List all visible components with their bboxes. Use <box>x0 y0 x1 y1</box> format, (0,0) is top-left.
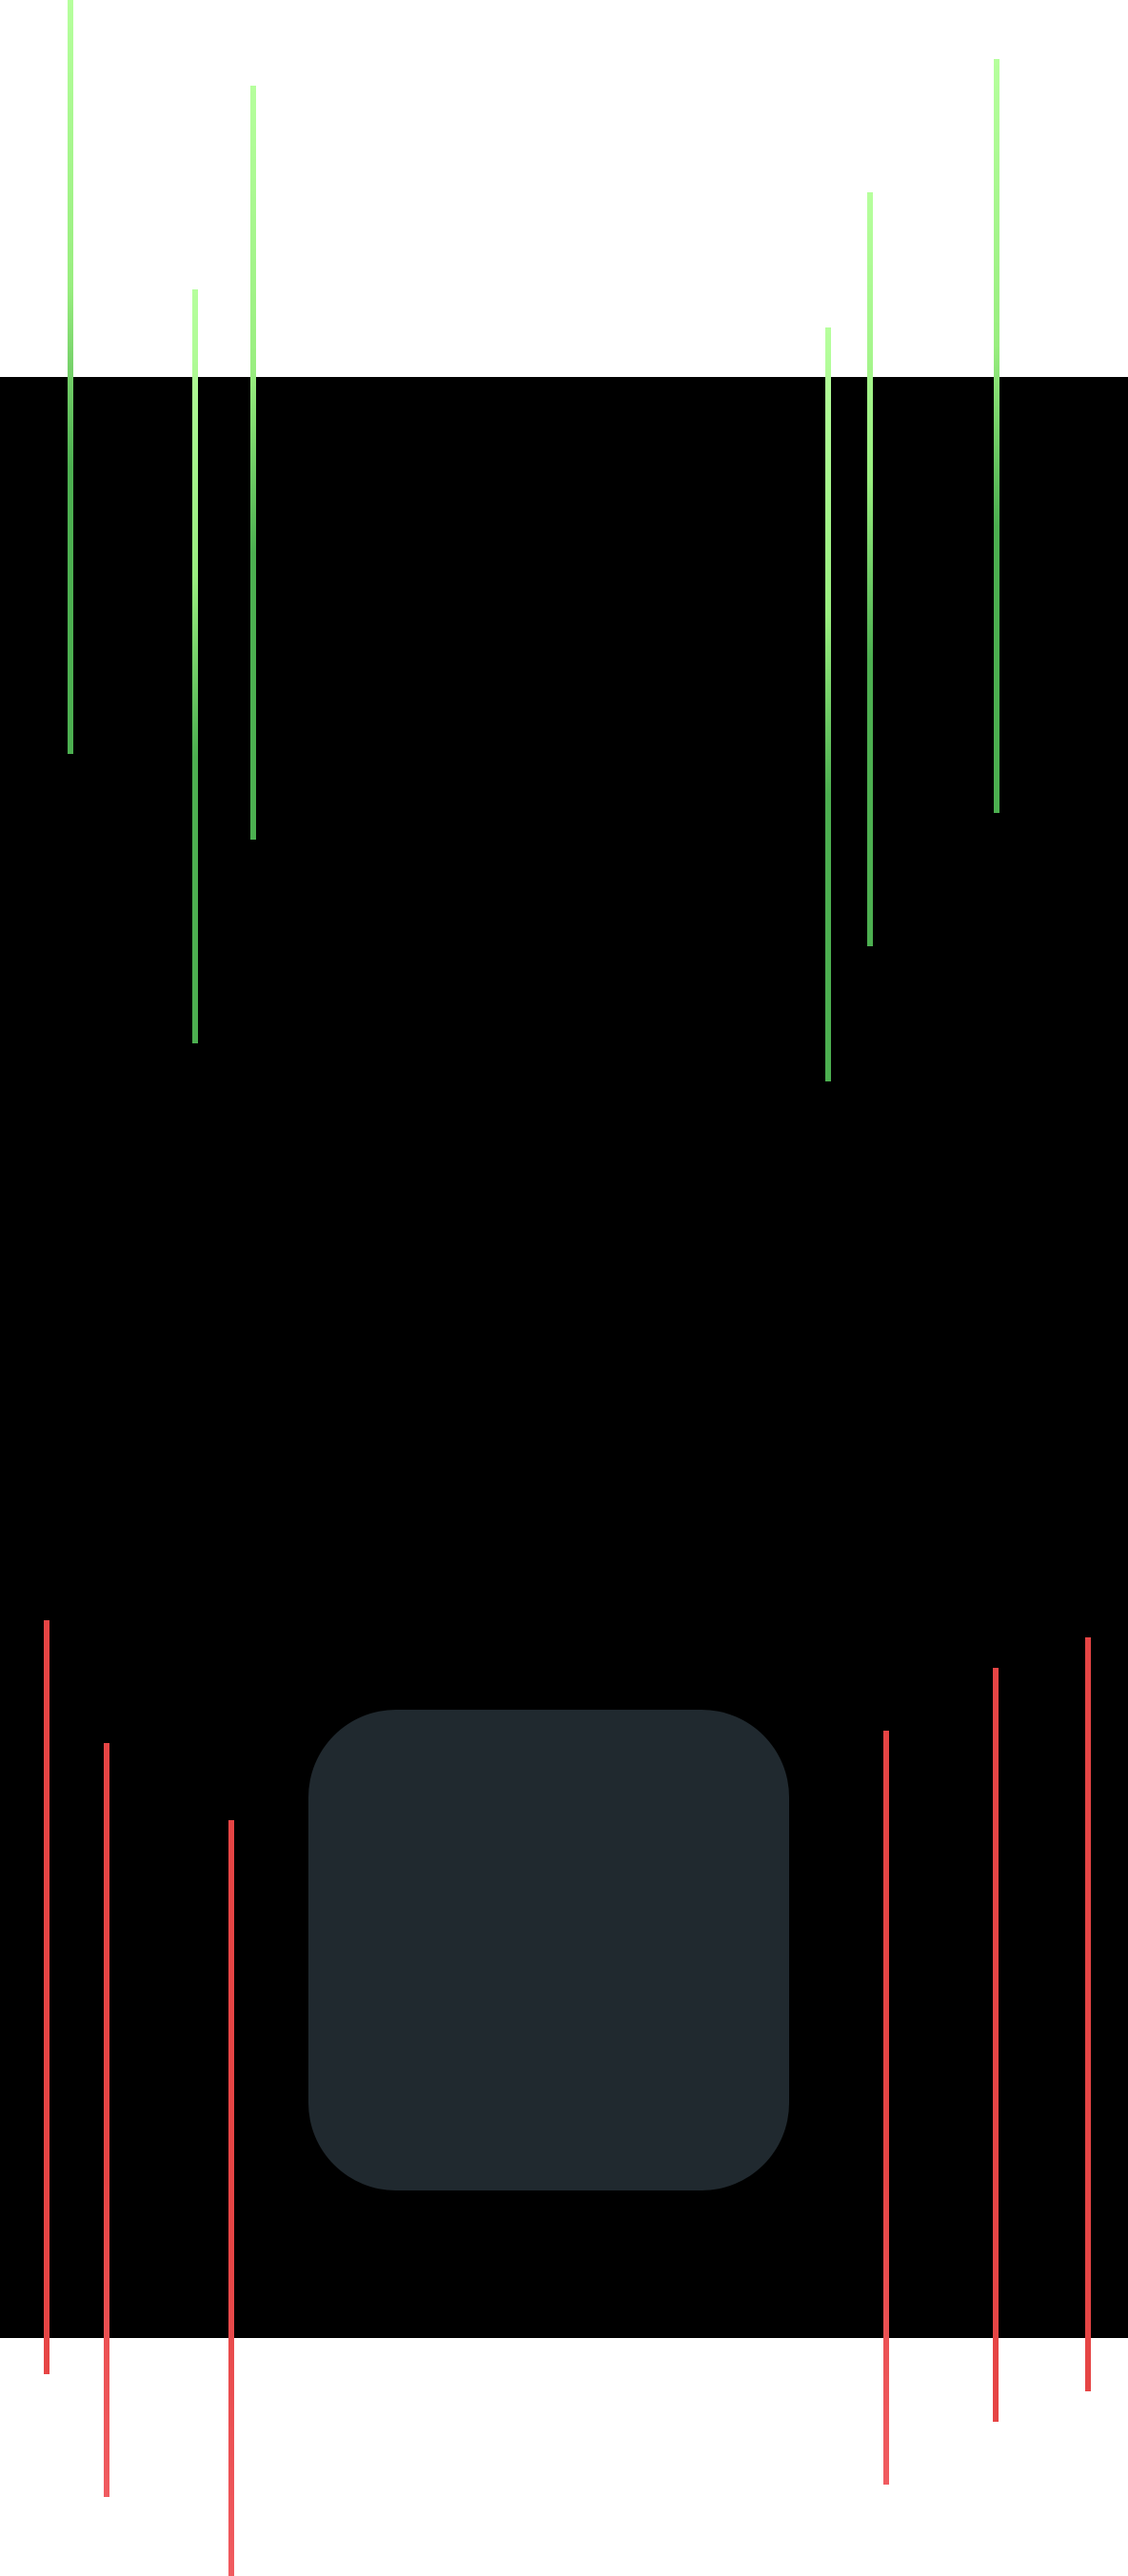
green-streak-2 <box>192 289 198 1043</box>
red-streak-3 <box>228 1820 234 2576</box>
green-streak-6 <box>994 59 999 813</box>
red-streak-4 <box>883 1731 889 2485</box>
green-streak-5 <box>867 192 873 946</box>
rounded-dark-tile <box>308 1710 789 2190</box>
green-streak-4 <box>825 327 831 1081</box>
green-streak-1 <box>68 0 73 754</box>
red-streak-1 <box>44 1620 49 2374</box>
red-streak-5 <box>993 1668 999 2422</box>
green-streak-3 <box>250 86 256 840</box>
red-streak-2 <box>104 1743 109 2497</box>
red-streak-6 <box>1085 1637 1091 2391</box>
